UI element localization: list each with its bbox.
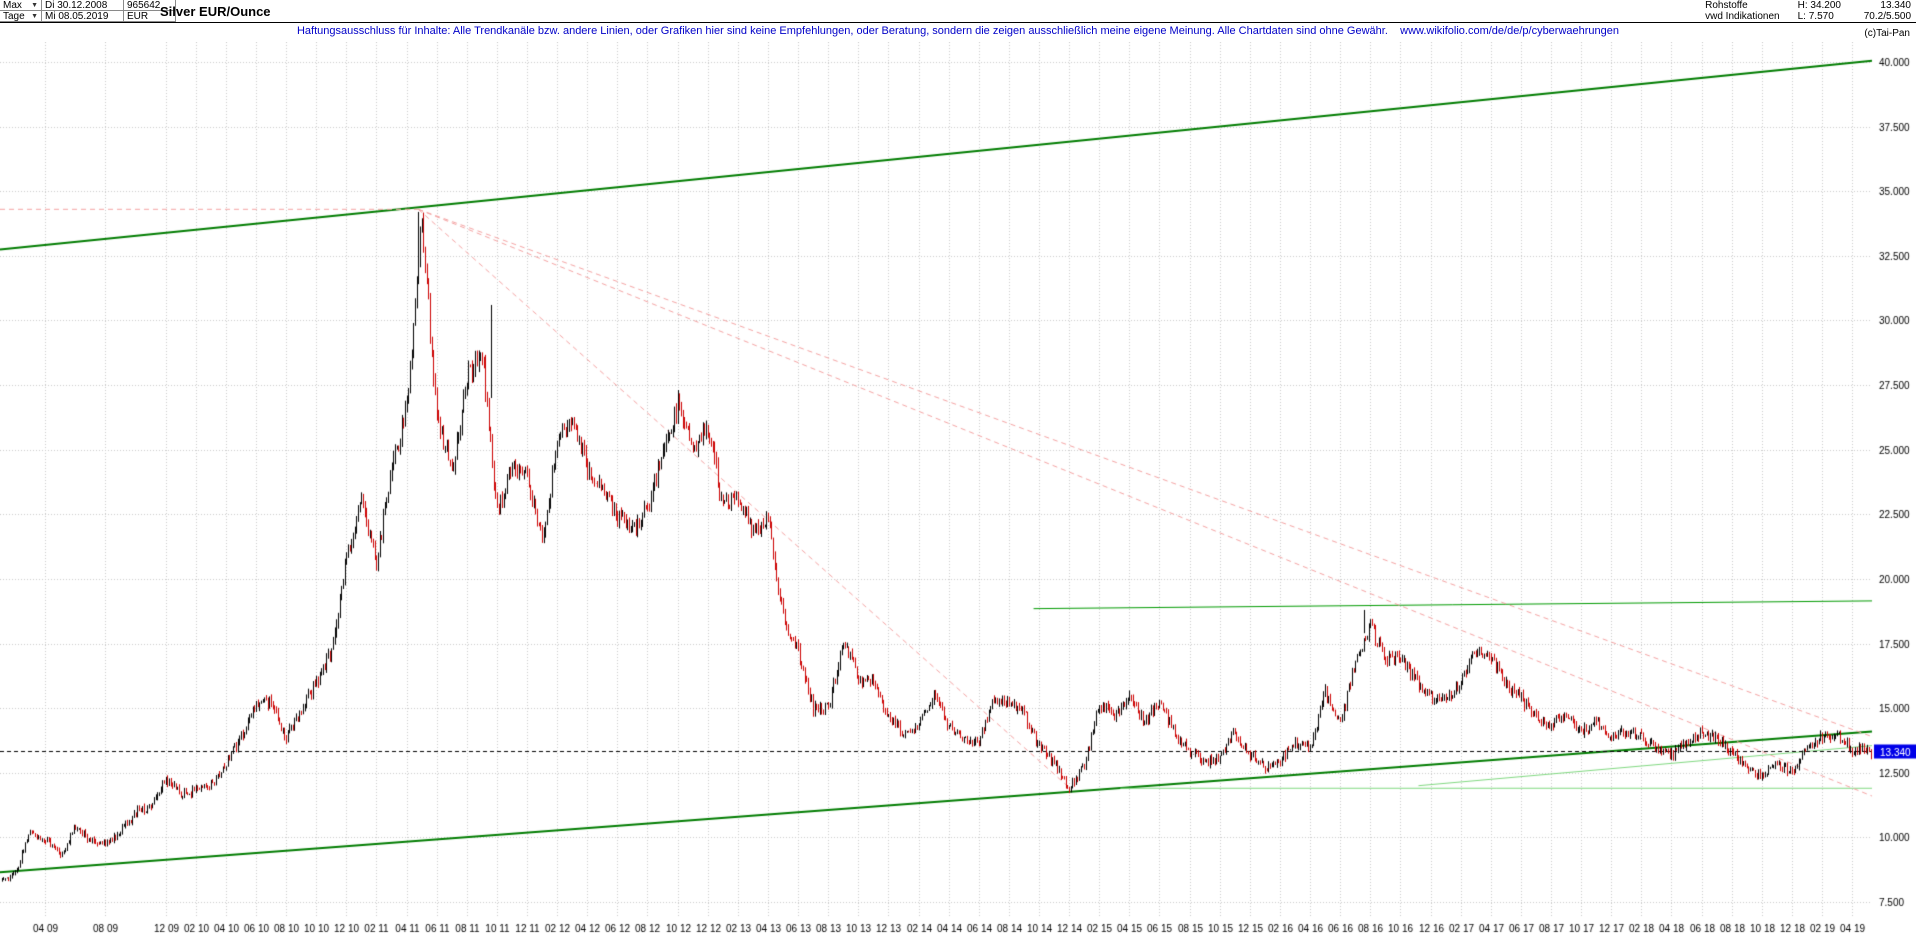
period-selector-dropdown[interactable]: Tage ▼: [0, 11, 42, 22]
quote-info: Rohstoffe H: 34.200 13.340 vwd Indikatio…: [1705, 0, 1911, 22]
chevron-down-icon: ▼: [31, 12, 38, 20]
chevron-down-icon: ▼: [31, 1, 38, 9]
price-chart[interactable]: [0, 42, 1916, 952]
last-price: 13.340: [1880, 0, 1911, 11]
disclaimer-band: Haftungsausschluss für Inhalte: Alle Tre…: [0, 23, 1916, 42]
security-id-value: 965642: [127, 0, 161, 11]
currency-label: EUR: [124, 11, 176, 22]
period-selector-value: Tage: [3, 11, 25, 22]
ratio-label: 70.2/5.500: [1863, 10, 1911, 22]
range-selector-value: Max: [3, 0, 22, 11]
security-id: 965642: [124, 0, 176, 11]
disclaimer-text: Haftungsausschluss für Inhalte: Alle Tre…: [296, 25, 1388, 37]
chart-settings-cells: Max ▼ Di 30.12.2008 965642 Tage ▼ Mi 08.…: [0, 0, 176, 22]
start-date-field[interactable]: Di 30.12.2008: [42, 0, 124, 11]
feed-label: vwd Indikationen: [1705, 10, 1780, 22]
chart-title: Silver EUR/Ounce: [160, 4, 271, 19]
spacer: [1391, 25, 1397, 37]
end-date-field[interactable]: Mi 08.05.2019: [42, 11, 124, 22]
category-label: Rohstoffe: [1705, 0, 1748, 11]
copyright-label: (c)Tai-Pan: [1864, 28, 1910, 39]
high-label: H: 34.200: [1797, 0, 1841, 11]
start-date-value: Di 30.12.2008: [45, 0, 108, 11]
range-selector-dropdown[interactable]: Max ▼: [0, 0, 42, 11]
disclaimer-url: www.wikifolio.com/de/de/p/cyberwaehrunge…: [1400, 25, 1620, 37]
toolbar: Max ▼ Di 30.12.2008 965642 Tage ▼ Mi 08.…: [0, 0, 1916, 23]
end-date-value: Mi 08.05.2019: [45, 11, 109, 22]
low-label: L: 7.570: [1797, 10, 1834, 22]
currency-value: EUR: [127, 11, 149, 22]
